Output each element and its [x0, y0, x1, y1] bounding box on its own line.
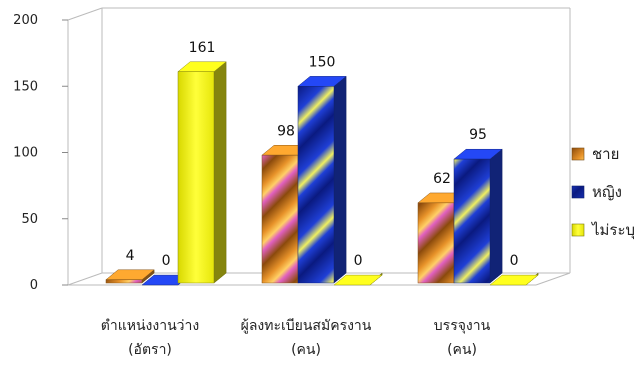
y-tick-label: 150: [13, 79, 38, 94]
left-wall-top-edge: [67, 7, 103, 21]
bar: [261, 154, 299, 284]
data-label: 0: [354, 253, 363, 269]
legend-label: ไม่ระบุ: [591, 221, 635, 240]
bars-group: [105, 61, 539, 286]
data-label: 161: [189, 40, 216, 56]
floor-right-edge: [535, 272, 571, 286]
bar: [297, 86, 335, 284]
y-tick-label: 200: [13, 13, 38, 28]
legend-label: หญิง: [592, 183, 622, 201]
y-tick-label: 100: [13, 146, 38, 161]
bar-side: [213, 61, 227, 284]
floor-left-edge: [67, 272, 103, 286]
bar-top: [489, 274, 539, 286]
data-label: 62: [433, 171, 451, 187]
bar: [453, 158, 491, 284]
bar: [177, 71, 215, 284]
bar-side: [489, 148, 503, 284]
legend-swatch: [571, 223, 585, 237]
category-label: (คน): [291, 342, 321, 358]
category-label: (คน): [447, 342, 477, 358]
bar: [105, 279, 143, 284]
legend-swatch: [571, 185, 585, 199]
legend-label: ชาย: [592, 145, 619, 163]
category-label: บรรจุงาน: [434, 318, 491, 334]
y-tick-label: 50: [21, 212, 38, 227]
bar: [417, 202, 455, 284]
data-label: 0: [510, 253, 519, 269]
y-axis-ticks: 0 50 100 150 200: [13, 13, 68, 293]
category-label: (อัตรา): [128, 342, 172, 358]
category-labels-group: ตำแหน่งงานว่าง (อัตรา) ผู้ลงทะเบียนสมัครงา…: [101, 318, 491, 358]
data-label: 0: [162, 253, 171, 269]
data-label: 95: [469, 127, 487, 143]
data-label: 98: [277, 123, 295, 139]
category-label: ตำแหน่งงานว่าง: [101, 318, 199, 334]
category-label: ผู้ลงทะเบียนสมัครงาน: [241, 318, 372, 334]
y-tick-label: 0: [30, 278, 38, 293]
data-label: 150: [309, 54, 336, 70]
bar-top: [333, 274, 383, 286]
bar-side: [333, 75, 347, 284]
data-labels-group: 4 0 161 98 150 0 62 95 0: [126, 40, 519, 269]
data-label: 4: [126, 248, 135, 264]
legend-swatch: [571, 147, 585, 161]
